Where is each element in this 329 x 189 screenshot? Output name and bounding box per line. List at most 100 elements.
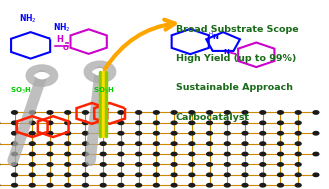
Text: O: O [63,45,69,51]
Circle shape [83,142,88,145]
Text: N: N [223,49,229,55]
Circle shape [83,184,88,187]
Circle shape [207,121,213,125]
Circle shape [224,184,230,187]
Circle shape [47,152,53,156]
Text: Broad Substrate Scope: Broad Substrate Scope [176,25,298,34]
Circle shape [207,184,213,187]
Circle shape [278,163,283,166]
Circle shape [242,111,248,114]
Circle shape [47,173,53,177]
Circle shape [100,184,106,187]
Circle shape [12,152,17,156]
Circle shape [153,142,159,145]
Circle shape [313,152,319,156]
Text: N: N [212,34,218,40]
Circle shape [153,132,159,135]
Circle shape [207,163,213,166]
Circle shape [224,163,230,166]
Circle shape [136,173,141,177]
Circle shape [242,173,248,177]
Circle shape [224,142,230,145]
Circle shape [118,142,124,145]
Circle shape [136,142,141,145]
Circle shape [278,142,283,145]
Text: High Yield (up to 99%): High Yield (up to 99%) [176,54,296,63]
Circle shape [153,184,159,187]
Circle shape [207,111,213,114]
Circle shape [136,163,141,166]
Circle shape [29,121,35,125]
Circle shape [47,111,53,114]
Circle shape [47,142,53,145]
Circle shape [189,121,195,125]
Circle shape [171,121,177,125]
Circle shape [136,152,141,156]
Circle shape [260,184,266,187]
Circle shape [189,152,195,156]
Circle shape [171,132,177,135]
Circle shape [100,121,106,125]
Circle shape [65,152,71,156]
Circle shape [153,152,159,156]
Circle shape [29,184,35,187]
Circle shape [12,111,17,114]
Circle shape [100,142,106,145]
Circle shape [83,132,88,135]
Circle shape [278,152,283,156]
Circle shape [29,152,35,156]
Circle shape [29,132,35,135]
Circle shape [242,142,248,145]
Text: Carbocatalyst: Carbocatalyst [176,113,250,122]
Circle shape [136,111,141,114]
Circle shape [29,142,35,145]
Circle shape [260,142,266,145]
Text: NH$_2$: NH$_2$ [53,22,71,34]
Text: NH$_2$: NH$_2$ [19,12,36,25]
Circle shape [65,184,71,187]
FancyArrowPatch shape [105,20,175,70]
Text: Sustainable Approach: Sustainable Approach [176,83,293,92]
Circle shape [83,163,88,166]
Text: SO$_3$H: SO$_3$H [93,86,115,96]
Circle shape [260,132,266,135]
Circle shape [12,173,17,177]
Circle shape [171,142,177,145]
Circle shape [12,132,17,135]
Circle shape [207,152,213,156]
Circle shape [12,163,17,166]
Circle shape [242,184,248,187]
Circle shape [295,173,301,177]
Circle shape [65,163,71,166]
Circle shape [171,184,177,187]
Circle shape [29,163,35,166]
Circle shape [83,121,88,125]
Circle shape [313,111,319,114]
Circle shape [36,72,48,79]
Circle shape [295,184,301,187]
Circle shape [189,132,195,135]
Circle shape [224,121,230,125]
Circle shape [153,111,159,114]
Circle shape [93,68,106,76]
Circle shape [12,142,17,145]
Circle shape [118,184,124,187]
Circle shape [295,152,301,156]
Circle shape [260,163,266,166]
Circle shape [242,163,248,166]
Circle shape [242,121,248,125]
Circle shape [153,121,159,125]
Text: H: H [208,32,212,36]
Circle shape [100,163,106,166]
Circle shape [12,184,17,187]
Circle shape [224,173,230,177]
Circle shape [278,132,283,135]
Circle shape [65,142,71,145]
Circle shape [83,152,88,156]
Circle shape [83,173,88,177]
Circle shape [118,163,124,166]
Circle shape [295,163,301,166]
Circle shape [313,132,319,135]
Circle shape [278,121,283,125]
Circle shape [260,111,266,114]
